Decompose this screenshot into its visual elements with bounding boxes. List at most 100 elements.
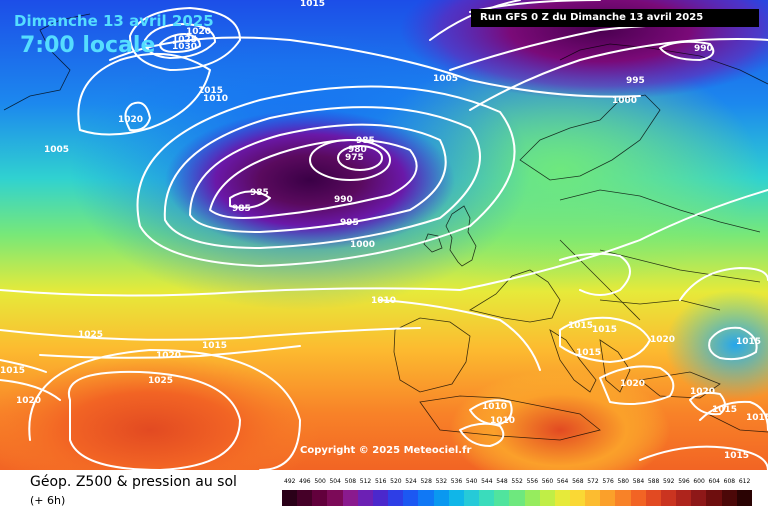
coastlines [3,13,768,441]
color-scale-tick-label: 580 [617,478,629,485]
color-scale-swatch [569,490,586,506]
color-scale-swatch [372,490,389,506]
isobar-label: 990 [334,195,353,205]
isobar-label: 1025 [78,330,103,340]
isobar-label: 1010 [482,402,507,412]
color-scale-tick-label: 544 [481,478,493,485]
isobar-label: 1015 [202,341,227,351]
isobar-label: 1000 [612,96,637,106]
isobar-label: 1005 [44,145,69,155]
color-scale-swatch [312,490,328,506]
map-title: Géop. Z500 & pression au sol [30,474,237,490]
color-scale-swatch [327,490,343,506]
color-scale-tick-label: 596 [678,478,690,485]
isobar-label: 1030 [172,42,197,52]
color-scale-tick-label: 600 [693,478,705,485]
color-scale-tick-label: 552 [511,478,523,485]
color-scale-tick-label: 500 [314,478,326,485]
color-scale-tick-label: 492 [284,478,296,485]
color-scale-swatch [676,490,692,506]
color-scale-tick-label: 556 [526,478,539,485]
color-scale-tick-label: 564 [556,478,569,485]
color-scale-swatch [357,490,373,506]
isobar-label: 1015 [746,413,768,423]
isobar-label: 995 [626,76,645,86]
color-scale-tick-label: 584 [632,478,645,485]
color-scale-bar [282,490,752,506]
color-scale-swatch [297,490,313,506]
geopotential-low-core [165,110,455,250]
model-run-label: Run GFS 0 Z du Dimanche 13 avril 2025 [471,9,759,27]
isobar-label: 1020 [620,379,645,389]
isobar-label: 1005 [433,74,458,84]
color-scale-tick-label: 592 [663,478,675,485]
color-scale-tick-label: 604 [708,478,720,485]
isobar-label: 1015 [300,0,325,9]
geopotential-high-azores [0,355,320,470]
color-scale-tick-label: 568 [572,478,584,485]
color-scale-swatch [282,490,298,506]
color-scale-tick-label: 536 [450,478,463,485]
copyright-notice: Copyright © 2025 Meteociel.fr [300,445,472,456]
isobar-label: 1025 [172,35,197,45]
color-scale-swatch [479,490,495,506]
map-canvas: 1015 1020 1025 1030 1015 1010 1020 1005 … [0,0,768,470]
color-scale-swatch [342,490,358,506]
color-scale-swatch [494,490,510,506]
weather-map: 1015 1020 1025 1030 1015 1010 1020 1005 … [0,0,768,470]
color-scale-tick-label: 508 [344,478,357,485]
color-scale-swatch [721,490,737,506]
color-scale-swatch [388,490,404,506]
color-scale-swatch [585,490,601,506]
color-scale-swatch [645,490,661,506]
color-scale-tick-label: 504 [329,478,341,485]
color-scale-tick-label: 560 [541,478,554,485]
color-scale-swatch [509,490,525,506]
isobar-label: 1020 [156,351,181,361]
color-scale-tick-label: 612 [738,478,751,485]
isobar-label: 980 [348,145,367,155]
color-scale-tick-label: 608 [723,478,736,485]
isobar-label: 1015 [568,321,593,331]
color-scale-tick-label: 576 [602,478,614,485]
isobar-label: 1015 [724,451,749,461]
color-scale-swatch [403,490,419,506]
map-footer: Géop. Z500 & pression au sol (+ 6h) 492 4… [0,470,768,512]
color-scale-tick-label: 540 [465,478,478,485]
isobar-label: 975 [345,153,364,163]
color-scale-tick-label: 532 [435,478,448,485]
forecast-time: 7:00 locale [20,33,156,58]
color-scale-swatch [706,490,722,506]
isobar-label: 1020 [16,396,41,406]
isobar-label: 985 [356,136,375,146]
color-scale-tick-label: 520 [390,478,402,485]
geopotential-high-mediterranean [450,370,670,470]
isobar-label: 1015 [592,325,617,335]
color-scale-tick-label: 572 [587,478,599,485]
color-scale-swatch [448,490,464,506]
isobar-label: 1015 [198,86,223,96]
color-scale-legend: 492 496 500 504 508 512 516 520 524 528 532 536 540 5… [282,478,752,510]
isobar-label: 1000 [350,240,375,250]
color-scale-swatch [539,490,555,506]
isobar-label: 1025 [148,376,173,386]
isobar-label: 1010 [490,416,515,426]
color-scale-swatch [615,490,631,506]
color-scale-ticks: 492 496 500 504 508 512 516 520 524 528 532 536 540 5… [282,478,752,488]
isobar-label: 1020 [186,27,211,37]
color-scale-swatch [630,490,646,506]
isobar-label: 1010 [371,296,396,306]
isobar-label: 995 [340,218,359,228]
color-scale-swatch [554,490,570,506]
color-scale-swatch [463,490,480,506]
color-scale-tick-label: 548 [496,478,508,485]
color-scale-swatch [433,490,449,506]
isobar-label: 990 [694,44,713,54]
color-scale-tick-label: 516 [374,478,387,485]
color-scale-swatch [524,490,540,506]
color-scale-swatch [600,490,616,506]
color-scale-tick-label: 496 [299,478,311,485]
color-scale-tick-label: 528 [420,478,432,485]
color-scale-tick-label: 524 [405,478,417,485]
forecast-offset: (+ 6h) [30,494,66,507]
